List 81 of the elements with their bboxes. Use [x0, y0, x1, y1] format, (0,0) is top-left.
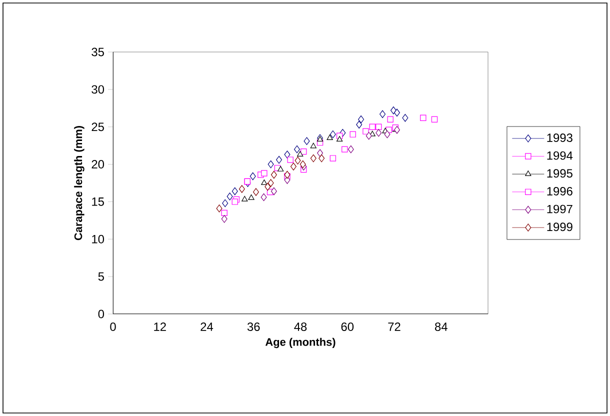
x-tick-label: 36: [247, 322, 260, 331]
point: [390, 106, 396, 114]
point: [290, 162, 296, 170]
point: [431, 116, 438, 122]
point: [366, 132, 372, 140]
point: [387, 116, 394, 122]
y-tick-label: 30: [92, 85, 104, 94]
y-tick-label: 35: [92, 48, 104, 56]
point: [284, 170, 290, 179]
x-tick-label: 12: [154, 322, 166, 331]
point: [330, 155, 336, 162]
point: [300, 160, 306, 168]
point: [317, 149, 324, 157]
point: [297, 151, 304, 156]
point: [261, 170, 268, 176]
point: [268, 179, 274, 187]
point: [270, 187, 277, 196]
point: [284, 150, 290, 158]
legend-label: 1993: [547, 134, 572, 142]
y-tick-label: 25: [92, 122, 104, 132]
legend-label: 1995: [547, 169, 572, 178]
point: [252, 188, 259, 196]
point: [261, 180, 268, 185]
point: [264, 182, 271, 191]
point: [278, 166, 284, 172]
point: [369, 124, 376, 130]
point: [310, 142, 316, 148]
y-tick-label: 0: [98, 310, 104, 318]
point: [276, 156, 282, 164]
point: [376, 124, 382, 130]
point: [376, 128, 382, 137]
point: [294, 156, 301, 164]
x-tick-label: 72: [388, 322, 400, 331]
legend-label: 1996: [547, 186, 572, 196]
legend-label: 1997: [547, 204, 572, 214]
point: [248, 194, 254, 200]
point: [232, 187, 238, 196]
point: [310, 154, 316, 162]
point: [216, 204, 222, 212]
y-axis-title: Carapace length (mm): [74, 126, 84, 240]
point: [336, 136, 343, 142]
point: [250, 172, 256, 180]
point: [221, 215, 228, 223]
point: [222, 199, 228, 208]
point: [330, 130, 336, 138]
x-axis-title: Age (months): [265, 338, 336, 348]
point: [304, 137, 310, 145]
y-tick-label: 10: [92, 234, 104, 244]
point: [358, 115, 364, 124]
point: [394, 108, 400, 117]
point: [420, 114, 426, 121]
point: [260, 193, 267, 202]
y-tick-label: 20: [92, 160, 104, 169]
point: [380, 110, 386, 118]
point: [326, 134, 333, 140]
x-tick-label: 24: [200, 322, 214, 331]
point: [362, 128, 369, 134]
point: [221, 210, 228, 216]
point: [402, 114, 408, 122]
x-tick-label: 48: [294, 322, 307, 331]
point: [318, 154, 325, 162]
point: [287, 156, 294, 163]
point: [342, 146, 348, 152]
x-tick-label: 84: [435, 322, 448, 331]
y-tick-label: 5: [98, 272, 104, 281]
point: [356, 120, 362, 128]
point: [238, 185, 245, 193]
point: [268, 160, 274, 168]
point: [294, 145, 300, 154]
point: [270, 170, 277, 179]
legend-label: 1999: [547, 222, 572, 232]
point: [226, 192, 233, 200]
point: [232, 198, 238, 205]
legend-label: 1994: [547, 151, 573, 160]
x-tick-label: 60: [341, 322, 354, 331]
point: [350, 131, 356, 138]
point: [384, 130, 390, 138]
point: [348, 145, 354, 154]
point: [242, 196, 248, 202]
y-tick-label: 15: [92, 198, 104, 206]
x-tick-label: 0: [110, 322, 116, 331]
